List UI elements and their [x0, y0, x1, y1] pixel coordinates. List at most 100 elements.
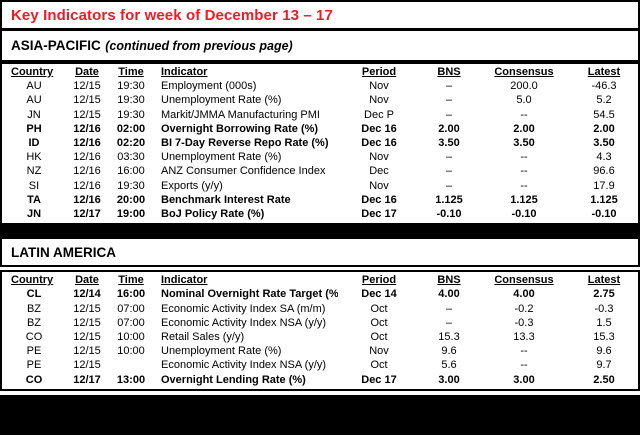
cell-time: 20:00 — [116, 193, 146, 206]
table-row: PE 12/15 Economic Activity Index NSA (y/y)… — [2, 358, 638, 372]
table-row: BZ 12/15 07:00 Economic Activity Index NSA … — [2, 316, 638, 330]
column-header-country: Country — [11, 66, 54, 78]
cell-indicator: Markit/JMMA Manufacturing PMI — [161, 108, 320, 121]
section-divider-bar — [0, 225, 640, 240]
cell-consensus: 200.0 — [510, 80, 538, 93]
cell-time: 03:30 — [117, 151, 145, 164]
cell-indicator: Benchmark Interest Rate — [161, 193, 291, 206]
column-header-consensus: Consensus — [494, 66, 554, 78]
cell-period: Oct — [370, 359, 388, 372]
cell-date: 12/16 — [73, 193, 101, 206]
table-row: SI 12/16 19:30 Exports (y/y) Nov – -- 17.9 — [2, 179, 638, 193]
section-header-latin-america: LATIN AMERICA — [0, 239, 640, 268]
cell-date: 12/16 — [73, 137, 101, 150]
column-header-period: Period — [361, 66, 397, 78]
cell-consensus: -- — [520, 165, 528, 178]
table-row: JN 12/15 19:30 Markit/JMMA Manufacturing PM… — [2, 108, 638, 122]
cell-indicator: Overnight Lending Rate (%) — [161, 373, 306, 386]
cell-time: 02:00 — [116, 122, 146, 135]
table-row: ID 12/16 02:20 BI 7-Day Reverse Repo Rate (… — [2, 136, 638, 150]
column-header-bns: BNS — [437, 66, 461, 78]
cell-time: 16:00 — [116, 288, 146, 301]
bottom-black-block — [0, 394, 640, 435]
cell-period: Dec 16 — [361, 137, 397, 150]
cell-country: JN — [26, 208, 42, 221]
cell-date: 12/16 — [73, 151, 101, 164]
cell-consensus: 5.0 — [516, 94, 532, 107]
cell-latest: -46.3 — [591, 80, 617, 93]
cell-indicator: Economic Activity Index NSA (y/y) — [161, 316, 327, 329]
cell-latest: 2.75 — [593, 288, 615, 301]
cell-period: Nov — [369, 179, 389, 192]
cell-time: 13:00 — [116, 373, 146, 386]
cell-date: 12/16 — [73, 179, 101, 192]
latin-america-table: Country Date Time Indicator Period BNS C… — [0, 270, 640, 391]
cell-country: ID — [28, 137, 40, 150]
cell-time: 16:00 — [117, 165, 145, 178]
cell-period: Dec 16 — [361, 193, 397, 206]
cell-time: 02:20 — [116, 137, 146, 150]
cell-country: SI — [28, 179, 40, 192]
column-header-bns: BNS — [437, 274, 461, 287]
section-name: ASIA-PACIFIC — [11, 38, 101, 53]
cell-indicator: Employment (000s) — [161, 80, 257, 93]
cell-latest: 96.6 — [593, 165, 615, 178]
table-row: TA 12/16 20:00 Benchmark Interest Rate Dec 1… — [2, 193, 638, 207]
cell-time: 19:30 — [117, 179, 145, 192]
cell-bns: – — [445, 165, 453, 178]
indicator-table: Country Date Time Indicator Period BNS C… — [2, 65, 638, 221]
column-header-date: Date — [75, 66, 99, 78]
cell-latest: 54.5 — [593, 108, 615, 121]
cell-consensus: -- — [520, 151, 528, 164]
cell-time: 19:00 — [116, 208, 146, 221]
cell-period: Oct — [370, 331, 388, 344]
table-row: PE 12/15 10:00 Unemployment Rate (%) Nov 9.6 -… — [2, 344, 638, 358]
cell-bns: – — [445, 179, 453, 192]
cell-indicator: Unemployment Rate (%) — [161, 151, 282, 164]
cell-latest: 3.50 — [593, 137, 615, 150]
column-header-country: Country — [11, 274, 54, 287]
cell-consensus: -0.2 — [514, 302, 534, 315]
cell-country: JN — [27, 108, 41, 121]
column-header-date: Date — [75, 274, 99, 287]
cell-time: 07:00 — [117, 316, 145, 329]
cell-country: CL — [26, 288, 42, 301]
cell-consensus: 3.50 — [513, 137, 535, 150]
table-row: CO 12/15 10:00 Retail Sales (y/y) Oct 15.3 13.… — [2, 330, 638, 344]
section-name: LATIN AMERICA — [11, 245, 116, 261]
cell-bns: 9.6 — [441, 345, 457, 358]
cell-latest: 17.9 — [593, 179, 615, 192]
cell-country: CO — [25, 373, 43, 386]
cell-period: Dec P — [364, 108, 394, 121]
cell-indicator: ANZ Consumer Confidence Index — [161, 165, 326, 178]
cell-consensus: -0.10 — [511, 208, 537, 221]
cell-time: 10:00 — [117, 331, 145, 344]
column-header-latest: Latest — [587, 274, 621, 287]
cell-period: Nov — [369, 94, 389, 107]
cell-date: 12/15 — [73, 316, 101, 329]
table-row: AU 12/15 19:30 Unemployment Rate (%) Nov – 5.0… — [2, 93, 638, 107]
cell-country: AU — [26, 94, 42, 107]
cell-bns: – — [445, 316, 453, 329]
cell-latest: 9.6 — [596, 345, 612, 358]
cell-date: 12/15 — [73, 108, 101, 121]
cell-period: Dec — [369, 165, 389, 178]
table-row: BZ 12/15 07:00 Economic Activity Index SA (… — [2, 302, 638, 316]
cell-consensus: -- — [520, 108, 528, 121]
cell-latest: 9.7 — [596, 359, 612, 372]
indicator-table: Country Date Time Indicator Period BNS C… — [2, 273, 638, 387]
cell-country: HK — [26, 151, 42, 164]
cell-bns: 2.00 — [438, 122, 460, 135]
cell-indicator: BoJ Policy Rate (%) — [161, 208, 265, 221]
cell-bns: 3.00 — [438, 373, 460, 386]
section-note: (continued from previous page) — [105, 39, 293, 53]
cell-latest: 1.125 — [590, 193, 618, 206]
cell-bns: – — [445, 302, 453, 315]
cell-period: Nov — [369, 80, 389, 93]
cell-period: Nov — [369, 151, 389, 164]
cell-latest: 2.00 — [593, 122, 615, 135]
column-header-time: Time — [118, 274, 144, 287]
cell-bns: – — [445, 151, 453, 164]
table-row: NZ 12/16 16:00 ANZ Consumer Confidence Inde… — [2, 164, 638, 178]
cell-indicator: Retail Sales (y/y) — [161, 331, 245, 344]
